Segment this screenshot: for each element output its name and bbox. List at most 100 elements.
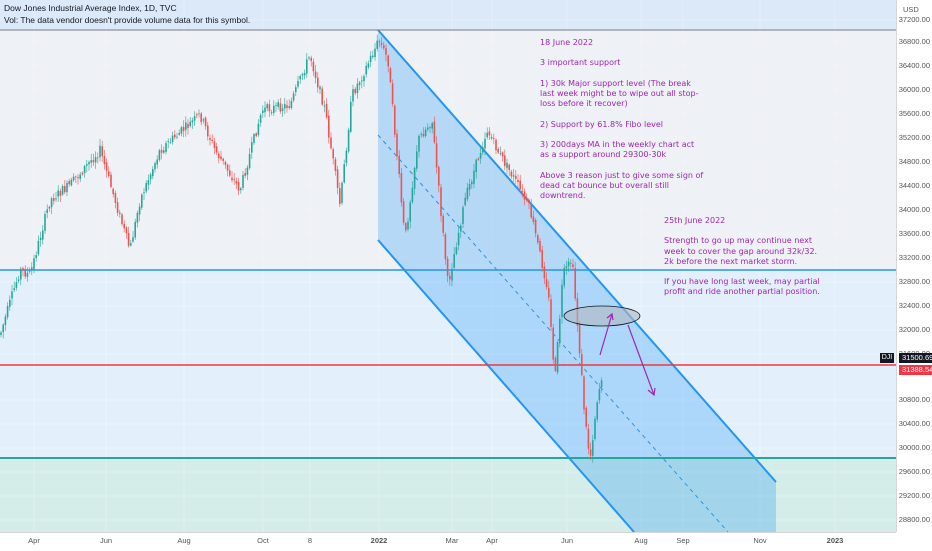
- candle: [116, 202, 119, 213]
- candle: [42, 230, 44, 240]
- candle: [220, 156, 222, 160]
- candle: [132, 237, 134, 242]
- candle: [28, 271, 31, 273]
- candle: [468, 184, 471, 190]
- gap-ellipse[interactable]: [563, 305, 641, 327]
- candle: [545, 279, 548, 288]
- candle: [319, 86, 321, 90]
- candle: [411, 187, 414, 203]
- candle: [125, 227, 128, 234]
- candle: [198, 113, 200, 115]
- annotation-june18[interactable]: 18 June 2022 3 important support 1) 30k …: [540, 38, 704, 201]
- candle: [275, 104, 277, 106]
- candle: [589, 449, 592, 456]
- candle: [398, 155, 400, 175]
- candle: [321, 88, 323, 105]
- candle: [158, 150, 161, 160]
- candle: [457, 232, 460, 246]
- candle: [594, 418, 596, 440]
- candle: [385, 48, 387, 55]
- candle: [105, 162, 108, 171]
- candle: [4, 316, 7, 326]
- candles[interactable]: [0, 34, 603, 463]
- candle: [479, 153, 482, 159]
- candle: [416, 151, 418, 169]
- projection-arrows[interactable]: [599, 312, 656, 397]
- candle: [466, 187, 469, 200]
- candle: [103, 156, 106, 165]
- candle: [123, 223, 125, 229]
- price-chart[interactable]: [0, 0, 896, 532]
- candle: [149, 174, 152, 180]
- candle: [94, 157, 97, 163]
- volume-note: Vol: The data vendor doesn't provide vol…: [4, 15, 251, 25]
- candle: [389, 68, 392, 83]
- candle: [92, 160, 95, 163]
- candle: [119, 212, 121, 215]
- candle: [187, 123, 189, 129]
- price-tick: 34400.00: [898, 181, 930, 190]
- time-tick: Oct: [257, 536, 269, 545]
- candle: [431, 123, 433, 129]
- candle: [352, 89, 354, 102]
- candle: [600, 380, 603, 388]
- candle: [376, 40, 378, 49]
- price-axis[interactable]: USD 37200.00 36800.00 36400.00 36000.00 3560…: [896, 0, 932, 532]
- candle: [440, 187, 442, 217]
- price-tick: 30000.00: [898, 443, 930, 452]
- candle: [453, 254, 455, 268]
- price-tick: 34000.00: [898, 205, 930, 214]
- candle: [77, 177, 79, 179]
- candle: [50, 198, 53, 208]
- candle: [26, 272, 29, 277]
- candle: [508, 164, 510, 170]
- candle: [209, 137, 211, 141]
- chart-area[interactable]: Dow Jones Industrial Average Index, 1D, …: [0, 0, 896, 532]
- candle: [559, 318, 561, 344]
- candle: [528, 199, 530, 204]
- price-tick: 28800.00: [898, 515, 930, 524]
- annotation-june25[interactable]: 25th June 2022 Strength to go up may con…: [664, 216, 820, 297]
- candle: [81, 172, 84, 175]
- candle: [578, 323, 581, 354]
- candle: [160, 149, 163, 153]
- candle: [396, 133, 398, 157]
- candle: [279, 103, 282, 112]
- price-tick: 29600.00: [898, 467, 930, 476]
- candle: [405, 223, 407, 231]
- candle: [244, 173, 246, 176]
- candle: [554, 357, 557, 371]
- candle: [598, 389, 601, 401]
- candle: [145, 183, 147, 192]
- candle: [391, 83, 394, 104]
- price-tick: 36400.00: [898, 61, 930, 70]
- candle: [189, 121, 191, 127]
- candle: [299, 76, 301, 80]
- channel-upper-line[interactable]: [377, 29, 777, 483]
- candle: [356, 83, 359, 94]
- candle: [112, 188, 114, 195]
- candle: [295, 87, 297, 93]
- price-tick: 37200.00: [898, 15, 930, 24]
- candle: [413, 167, 416, 189]
- candle: [517, 179, 519, 183]
- time-axis[interactable]: Apr Jun Aug Oct 8 2022 Mar Apr Jun Aug Sep Nov 2023: [0, 532, 896, 551]
- candle: [567, 261, 570, 267]
- candle: [154, 163, 156, 170]
- candle: [429, 127, 431, 129]
- candle: [506, 162, 508, 168]
- candle: [526, 199, 528, 201]
- candle: [407, 221, 409, 230]
- candle: [347, 129, 350, 152]
- candle: [270, 112, 273, 114]
- candle: [169, 142, 172, 143]
- candle: [587, 428, 590, 449]
- time-tick: 2022: [370, 536, 388, 545]
- candle: [308, 57, 310, 59]
- channel-lower-line[interactable]: [377, 239, 635, 532]
- candle: [231, 177, 233, 181]
- candle: [242, 174, 244, 188]
- candle: [563, 268, 565, 286]
- descending-channel[interactable]: [378, 30, 776, 532]
- candle: [462, 207, 464, 224]
